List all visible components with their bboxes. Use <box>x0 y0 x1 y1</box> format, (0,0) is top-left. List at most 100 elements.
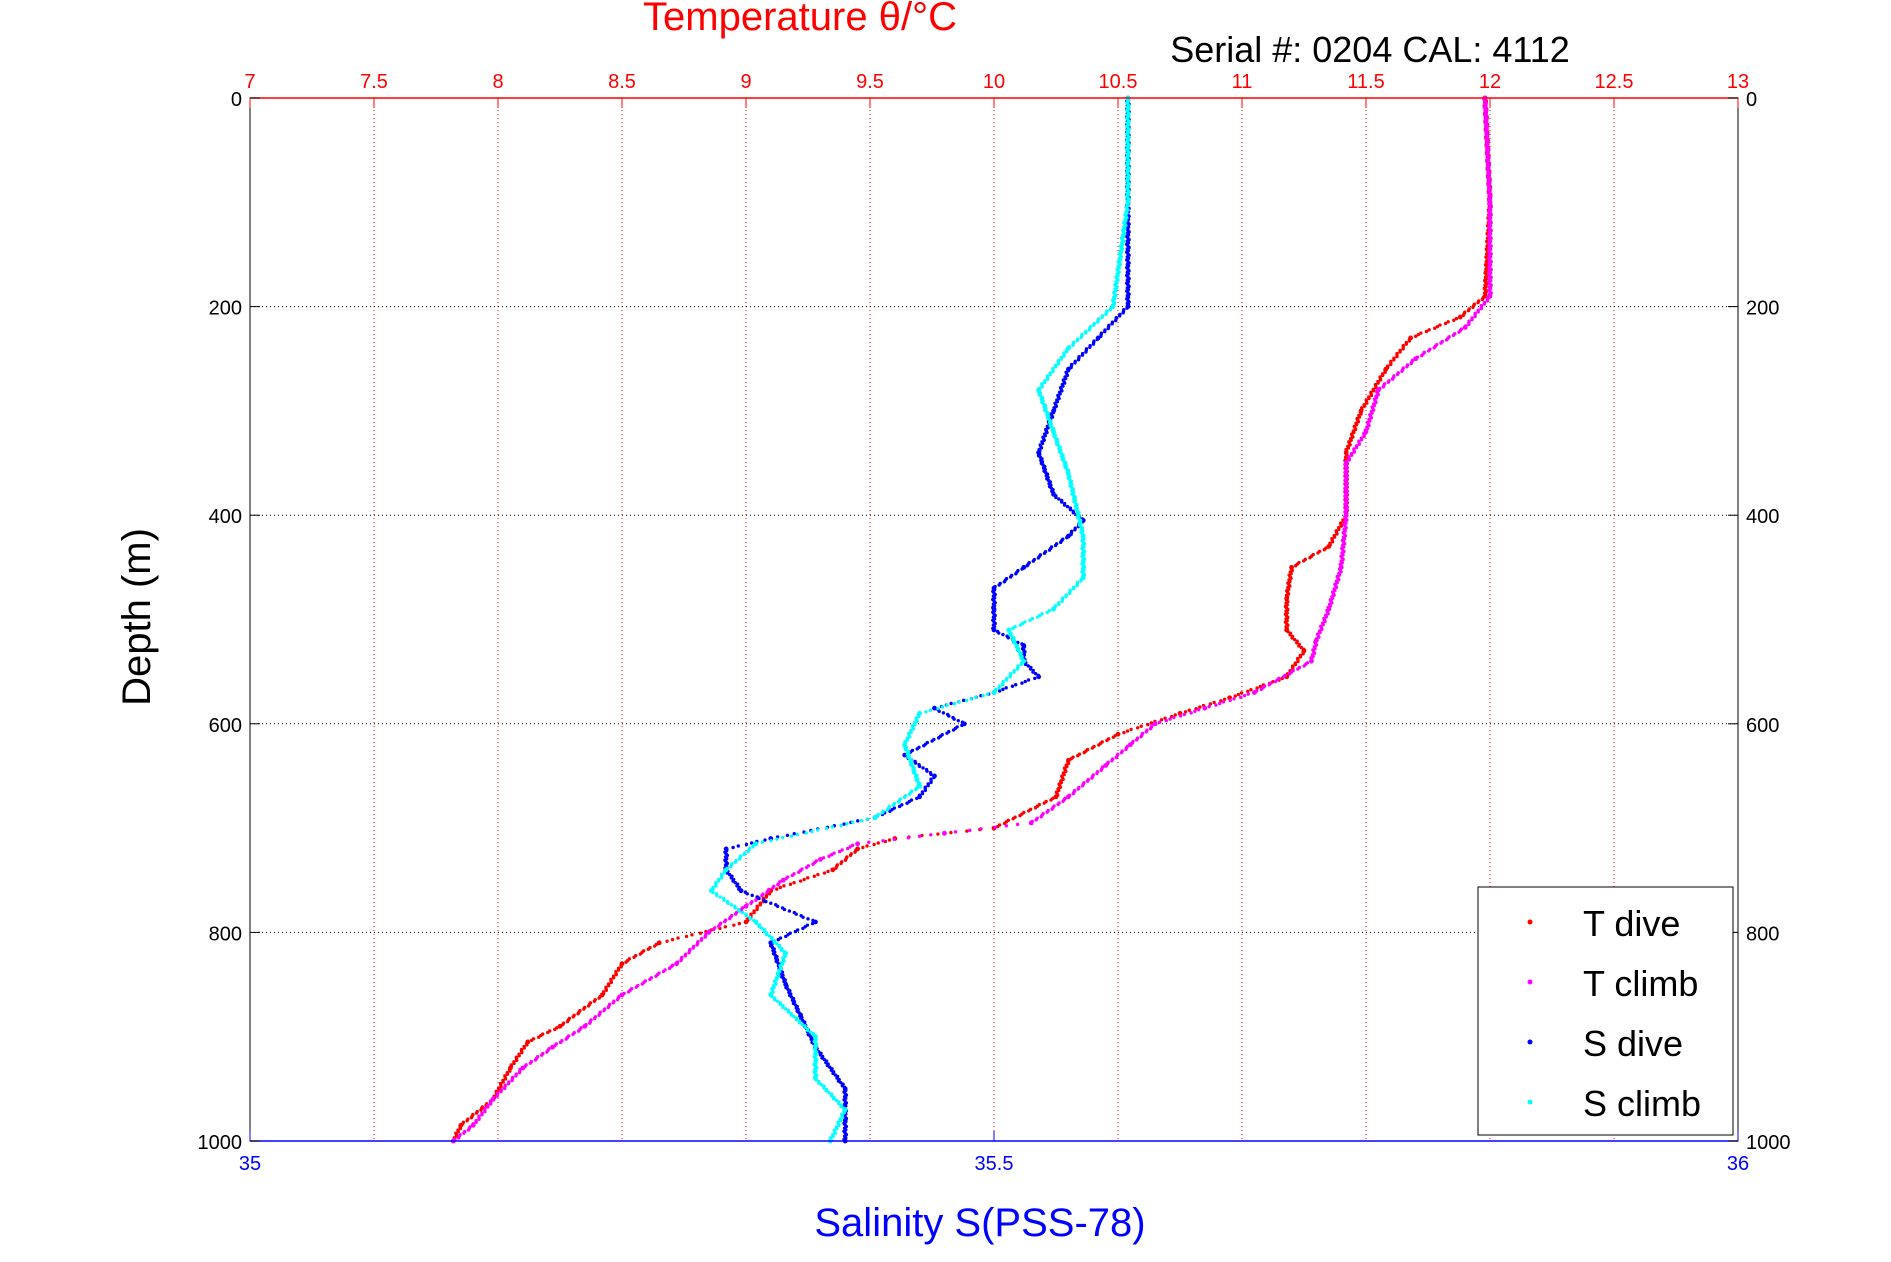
legend: T dive T climb S dive S climb <box>1477 886 1734 1136</box>
profile-sample <box>1193 709 1197 713</box>
profile-sample <box>1432 346 1436 350</box>
profile-sample <box>1026 678 1031 682</box>
profile-sample <box>1376 381 1380 385</box>
profile-sample <box>638 952 643 956</box>
profile-sample <box>1091 342 1096 346</box>
profile-sample <box>1119 750 1124 755</box>
profile-sample <box>917 764 922 769</box>
profile-sample <box>891 803 896 807</box>
profile-sample <box>529 1038 534 1043</box>
profile-sample <box>923 788 928 793</box>
profile-sample <box>564 1037 568 1041</box>
profile-sample <box>1369 393 1374 398</box>
profile-sample <box>1004 678 1009 682</box>
profile-sample <box>1065 504 1070 509</box>
profile-sample <box>1470 317 1474 322</box>
profile-sample <box>545 1050 549 1054</box>
profile-sample <box>772 940 776 945</box>
profile-sample <box>582 1007 586 1011</box>
profile-sample <box>1135 726 1140 730</box>
profile-sample <box>1110 322 1114 326</box>
data-point <box>1066 794 1071 800</box>
profile-sample <box>731 845 735 850</box>
profile-sample <box>772 997 777 1002</box>
profile-sample <box>654 974 658 978</box>
profile-sample <box>930 739 934 743</box>
data-point <box>1128 742 1133 748</box>
profile-sample <box>723 919 727 924</box>
profile-sample <box>614 972 618 977</box>
profile-sample <box>1476 300 1480 305</box>
profile-sample <box>748 917 752 921</box>
profile-sample <box>1389 362 1393 367</box>
profile-sample <box>1082 750 1086 755</box>
profile-sample <box>611 976 616 980</box>
profile-sample <box>1111 735 1116 739</box>
profile-sample <box>588 1021 592 1025</box>
profile-sample <box>1322 547 1326 552</box>
temperature-tick-label: 13 <box>1727 71 1749 93</box>
profile-sample <box>745 892 749 896</box>
profile-sample <box>785 833 790 838</box>
profile-sample <box>1207 704 1211 709</box>
profile-sample <box>843 858 848 862</box>
profile-sample <box>1293 564 1298 568</box>
profile-sample <box>502 1086 507 1091</box>
profile-sample <box>1365 401 1369 405</box>
profile-sample <box>909 730 913 734</box>
profile-sample <box>477 1117 481 1121</box>
profile-sample <box>1332 535 1337 539</box>
profile-sample <box>512 1061 516 1066</box>
profile-sample <box>1485 299 1490 303</box>
profile-sample <box>1033 672 1038 676</box>
profile-sample <box>744 914 749 918</box>
profile-sample <box>755 921 759 926</box>
data-point <box>872 815 878 821</box>
profile-sample <box>1381 385 1386 389</box>
profile-sample <box>1050 807 1054 811</box>
depth-tick-label-right: 800 <box>1746 923 1779 945</box>
profile-sample <box>565 1019 570 1024</box>
profile-sample <box>593 1016 597 1021</box>
profile-sample <box>1034 818 1038 822</box>
profile-sample <box>887 838 892 842</box>
profile-sample <box>1036 556 1041 560</box>
profile-sample <box>842 1111 847 1115</box>
temperature-tick-label: 8 <box>492 71 503 93</box>
profile-sample <box>1286 629 1290 634</box>
profile-sample <box>827 854 831 858</box>
profile-sample <box>1139 724 1143 728</box>
profile-sample <box>921 766 925 770</box>
profile-sample <box>1298 655 1303 659</box>
profile-sample <box>769 937 774 941</box>
y-axis-label: Depth (m) <box>115 528 159 706</box>
profile-sample <box>842 822 846 826</box>
profile-sample <box>793 929 798 934</box>
profile-sample <box>1040 385 1044 389</box>
profile-sample <box>1407 339 1412 343</box>
profile-sample <box>865 817 870 821</box>
profile-sample <box>1042 551 1047 555</box>
profile-sample <box>902 795 907 800</box>
profile-sample <box>1114 755 1119 760</box>
profile-sample <box>1400 369 1404 373</box>
profile-sample <box>1004 824 1009 828</box>
profile-sample <box>1012 670 1016 674</box>
data-series <box>450 95 1493 1144</box>
profile-sample <box>801 915 805 919</box>
profile-sample <box>928 708 933 712</box>
profile-sample <box>733 860 738 864</box>
profile-sample <box>722 871 727 875</box>
profile-sample <box>973 695 978 700</box>
profile-sample <box>1479 306 1483 311</box>
profile-sample <box>936 736 941 740</box>
profile-sample <box>800 1022 804 1027</box>
profile-sample <box>762 929 766 934</box>
data-point <box>942 830 947 836</box>
profile-sample <box>1308 556 1312 560</box>
profile-sample <box>1114 318 1118 323</box>
data-point <box>818 856 823 862</box>
profile-sample <box>850 843 855 848</box>
profile-sample <box>789 1013 793 1017</box>
profile-sample <box>733 912 738 916</box>
